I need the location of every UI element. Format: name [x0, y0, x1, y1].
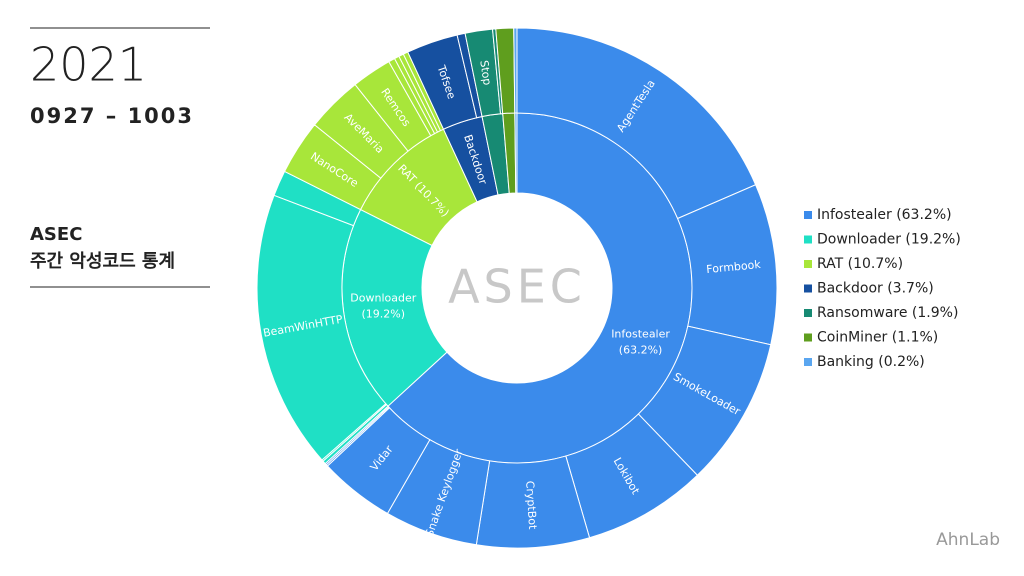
legend-name: Backdoor — [817, 281, 883, 297]
outer-label: CryptBot — [523, 480, 539, 530]
legend-swatch — [804, 333, 812, 342]
subtitle: 주간 악성코드 통계 — [30, 251, 175, 272]
legend-value: (63.2%) — [896, 207, 951, 223]
inner-value-label: (19.2%) — [362, 308, 406, 321]
outer-label: Formbook — [706, 258, 762, 276]
legend-value: (3.7%) — [887, 281, 934, 297]
outer-segment — [513, 27, 518, 114]
legend-value: (1.1%) — [892, 330, 939, 346]
period: 0927 – 1003 — [30, 104, 194, 128]
year: 2021 — [30, 38, 147, 92]
inner-label: Downloader — [350, 292, 416, 305]
legend-swatch — [804, 284, 812, 293]
legend-swatch — [804, 358, 812, 366]
company-logo: AhnLab — [936, 530, 1000, 550]
legend-entry: CoinMiner (1.1%) — [817, 330, 938, 346]
legend-name: Banking — [817, 354, 874, 370]
legend-entry: Downloader (19.2%) — [817, 232, 961, 248]
legend-value: (10.7%) — [848, 256, 903, 272]
legend-swatch — [804, 260, 812, 268]
inner-value-label: (63.2%) — [619, 343, 663, 356]
legend-name: RAT — [817, 256, 844, 272]
outer-label: Stop — [477, 59, 494, 86]
chart: AgentTeslaFormbookSmokeLoaderLokibotCryp… — [256, 27, 961, 549]
legend-entry: RAT (10.7%) — [817, 256, 903, 272]
legend-name: Ransomware — [817, 305, 907, 321]
legend-name: CoinMiner — [817, 330, 888, 346]
legend-value: (19.2%) — [905, 232, 960, 248]
brand: ASEC — [30, 224, 82, 245]
legend-swatch — [804, 211, 812, 219]
center-logo: ASEC — [448, 260, 586, 314]
legend-value: (0.2%) — [878, 354, 925, 370]
legend-value: (1.9%) — [912, 305, 959, 321]
legend-swatch — [804, 235, 812, 244]
legend-entry: Infostealer (63.2%) — [817, 207, 952, 223]
legend-name: Downloader — [817, 232, 901, 248]
legend-name: Infostealer — [817, 207, 892, 223]
legend-entry: Ransomware (1.9%) — [817, 305, 958, 321]
legend-swatch — [804, 309, 812, 317]
legend-entry: Backdoor (3.7%) — [817, 281, 934, 297]
legend-entry: Banking (0.2%) — [817, 354, 925, 370]
inner-label: Infostealer — [611, 327, 670, 340]
